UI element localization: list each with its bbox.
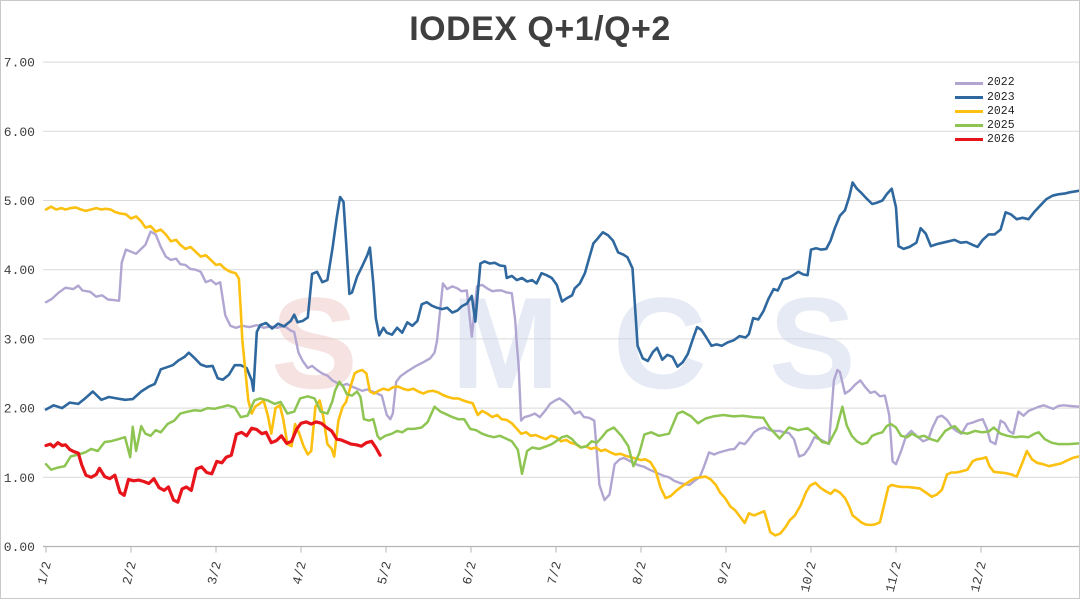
x-tick-label: 2/2 xyxy=(120,560,140,586)
y-tick-label: 2.00 xyxy=(4,402,35,417)
y-tick-label: 7.00 xyxy=(4,56,35,71)
legend-item-2025: 2025 xyxy=(955,119,1015,133)
series-line-2022 xyxy=(44,230,1079,502)
legend-swatch-2026 xyxy=(955,138,983,142)
x-tick-label: 10/2 xyxy=(798,560,820,594)
legend-label-2026: 2026 xyxy=(987,133,1015,147)
legend-label-2023: 2023 xyxy=(987,90,1015,104)
x-tick-label: 5/2 xyxy=(375,560,395,586)
legend-label-2025: 2025 xyxy=(987,118,1015,132)
x-tick-label: 4/2 xyxy=(290,560,310,586)
legend-item-2026: 2026 xyxy=(955,133,1015,147)
x-tick-label: 8/2 xyxy=(630,560,650,586)
y-tick-label: 1.00 xyxy=(4,471,35,486)
legend-swatch-2023 xyxy=(955,95,983,99)
y-tick-label: 5.00 xyxy=(4,194,35,209)
x-tick-label: 1/2 xyxy=(35,560,55,586)
legend-swatch-2025 xyxy=(955,124,983,128)
y-tick-label: 3.00 xyxy=(4,332,35,347)
series-line-2025 xyxy=(44,380,1079,476)
legend: 2022 2023 2024 2025 2026 xyxy=(955,76,1015,147)
legend-swatch-2022 xyxy=(955,81,983,85)
legend-swatch-2024 xyxy=(955,109,983,113)
legend-item-2022: 2022 xyxy=(955,76,1015,90)
series-line-2023 xyxy=(44,181,1079,411)
chart-title: IODEX Q+1/Q+2 xyxy=(409,10,671,48)
series-line-2024 xyxy=(44,205,1079,537)
y-tick-label: 4.00 xyxy=(4,263,35,278)
x-tick-label: 6/2 xyxy=(460,560,480,586)
x-tick-label: 12/2 xyxy=(968,560,990,594)
legend-label-2022: 2022 xyxy=(987,76,1015,90)
legend-label-2024: 2024 xyxy=(987,104,1015,118)
legend-item-2023: 2023 xyxy=(955,90,1015,104)
y-tick-label: 6.00 xyxy=(4,125,35,140)
y-tick-label: 0.00 xyxy=(4,540,35,555)
series-line-2026 xyxy=(44,420,382,504)
x-tick-label: 9/2 xyxy=(715,560,735,586)
x-tick-label: 7/2 xyxy=(545,560,565,586)
legend-item-2024: 2024 xyxy=(955,104,1015,118)
x-tick-label: 11/2 xyxy=(883,560,905,594)
x-tick-label: 3/2 xyxy=(205,560,225,586)
